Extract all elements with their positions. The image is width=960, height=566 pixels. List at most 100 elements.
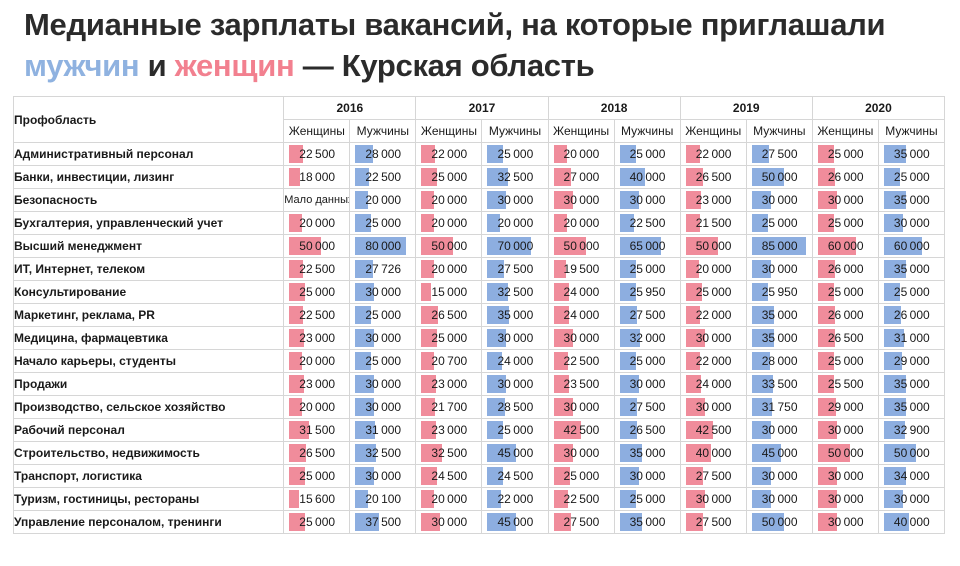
women-salary-cell: 25 000 [811, 349, 879, 373]
women-salary-cell: 32 500 [415, 441, 483, 465]
men-salary-bar [487, 191, 507, 209]
women-salary-cell: 23 000 [415, 372, 483, 396]
women-salary-bar [553, 145, 567, 163]
women-salary-cell: 26 000 [811, 257, 879, 281]
men-salary-bar [883, 237, 922, 255]
men-salary-cell: 30 000 [613, 188, 681, 212]
men-salary-value: 35 000 [629, 515, 666, 529]
women-salary-bar [289, 168, 301, 186]
women-salary-cell: 23 000 [415, 418, 483, 442]
year-header-2019: 2019 [679, 96, 813, 120]
women-salary-value: 40 000 [695, 446, 732, 460]
men-salary-bar [355, 375, 375, 393]
women-salary-value: 50 000 [299, 239, 336, 253]
men-salary-cell: 31 000 [349, 418, 417, 442]
women-salary-cell: 20 000 [283, 349, 351, 373]
men-salary-bar [751, 513, 784, 531]
men-salary-value: 30 000 [365, 400, 402, 414]
women-salary-cell: 19 500 [547, 257, 615, 281]
women-salary-cell: 22 000 [679, 142, 747, 166]
women-salary-cell: 42 500 [547, 418, 615, 442]
women-salary-value: 27 000 [563, 170, 600, 184]
men-salary-bar [751, 490, 771, 508]
women-salary-bar [685, 444, 711, 462]
women-salary-bar [421, 214, 435, 232]
men-salary-cell: 35 000 [877, 372, 946, 396]
category-label: Безопасность [12, 188, 285, 212]
women-salary-cell: 15 000 [415, 280, 483, 304]
women-salary-cell: 26 500 [811, 326, 879, 350]
women-salary-bar [817, 398, 836, 416]
men-salary-bar [883, 352, 902, 370]
category-label: Управление персоналом, тренинги [12, 510, 285, 534]
women-salary-bar [289, 260, 304, 278]
women-salary-value: 50 000 [827, 446, 864, 460]
men-salary-value: 35 000 [893, 262, 930, 276]
women-salary-bar [289, 490, 300, 508]
men-salary-value: 26 000 [893, 308, 930, 322]
women-salary-cell: 23 000 [283, 326, 351, 350]
men-salary-cell: 25 000 [877, 280, 946, 304]
men-salary-cell: 30 000 [745, 257, 813, 281]
women-salary-cell: 23 000 [283, 372, 351, 396]
women-salary-value: 24 000 [563, 308, 600, 322]
men-salary-cell: 30 000 [745, 188, 813, 212]
table-row: Туризм, гостиницы, рестораны 15 600 20 100… [12, 487, 946, 511]
women-salary-cell: 26 000 [811, 303, 879, 327]
men-salary-cell: 45 000 [745, 441, 813, 465]
women-salary-value: 25 000 [299, 515, 336, 529]
women-salary-cell: 50 000 [547, 234, 615, 258]
women-salary-value: 50 000 [431, 239, 468, 253]
women-salary-bar [685, 490, 705, 508]
women-salary-cell: 30 000 [811, 464, 879, 488]
men-salary-value: 24 000 [497, 354, 534, 368]
women-salary-cell: 22 000 [679, 303, 747, 327]
women-salary-bar [817, 237, 856, 255]
men-salary-bar [619, 352, 636, 370]
men-salary-value: 35 000 [893, 400, 930, 414]
women-salary-bar [553, 191, 573, 209]
category-label: Банки, инвестиции, лизинг [12, 165, 285, 189]
women-salary-bar [817, 490, 837, 508]
men-salary-value: 20 000 [365, 193, 402, 207]
men-salary-bar [355, 490, 369, 508]
women-salary-bar [289, 237, 322, 255]
table-row: Банки, инвестиции, лизинг 18 000 22 500 25 … [12, 165, 946, 189]
men-salary-bar [751, 421, 771, 439]
men-salary-cell: 50 000 [877, 441, 946, 465]
women-salary-cell: 30 000 [547, 188, 615, 212]
women-salary-value: 20 000 [299, 216, 336, 230]
men-salary-bar [619, 191, 639, 209]
men-salary-value: 30 000 [365, 469, 402, 483]
women-salary-value: 19 500 [563, 262, 600, 276]
men-salary-bar [355, 237, 407, 255]
men-salary-value: 35 000 [629, 446, 666, 460]
men-salary-value: 25 000 [629, 147, 666, 161]
men-salary-bar [619, 329, 640, 347]
women-salary-bar [685, 352, 700, 370]
women-salary-cell: 15 600 [283, 487, 351, 511]
women-salary-value: 23 000 [299, 377, 336, 391]
women-salary-cell: 30 000 [811, 510, 879, 534]
men-salary-bar [355, 145, 374, 163]
men-salary-cell: 30 000 [349, 372, 417, 396]
men-salary-bar [751, 329, 774, 347]
year-header-2017: 2017 [415, 96, 549, 120]
women-salary-value: 22 500 [299, 308, 336, 322]
men-salary-bar [355, 421, 376, 439]
men-salary-value: 25 000 [365, 354, 402, 368]
women-salary-bar [817, 191, 837, 209]
women-salary-cell: 30 000 [547, 395, 615, 419]
men-salary-bar [355, 191, 369, 209]
women-salary-value: 30 000 [827, 193, 864, 207]
women-salary-value: 30 000 [563, 193, 600, 207]
women-salary-value: 25 000 [431, 170, 468, 184]
men-salary-cell: 50 000 [745, 510, 813, 534]
category-label: Бухгалтерия, управленческий учет [12, 211, 285, 235]
women-salary-value: 22 000 [431, 147, 468, 161]
women-salary-value: 25 000 [563, 469, 600, 483]
men-salary-value: 30 000 [761, 262, 798, 276]
men-salary-bar [751, 375, 773, 393]
women-salary-cell: 25 000 [415, 326, 483, 350]
women-salary-cell: 22 000 [415, 142, 483, 166]
